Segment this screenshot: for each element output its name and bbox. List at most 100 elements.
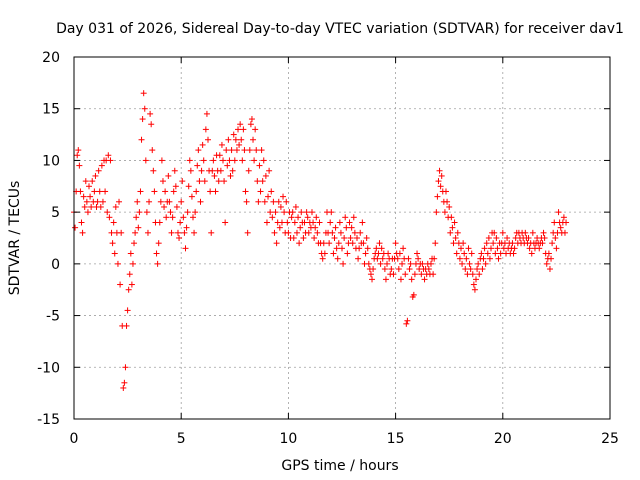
data-point [260, 157, 267, 164]
y-tick-label: 20 [42, 50, 60, 66]
data-point [273, 240, 280, 247]
data-point [110, 219, 117, 226]
data-point [233, 147, 240, 154]
data-point [289, 209, 296, 216]
data-point [135, 224, 142, 231]
data-point [312, 224, 319, 231]
data-point [510, 250, 517, 257]
data-point [257, 188, 264, 195]
data-point [131, 240, 138, 247]
data-point [540, 229, 547, 236]
data-point [339, 245, 345, 252]
data-point [179, 178, 186, 185]
data-point [146, 198, 153, 205]
data-point [528, 250, 535, 257]
data-point [427, 260, 434, 267]
data-point [557, 224, 564, 231]
data-point [331, 235, 338, 241]
data-point [256, 162, 263, 169]
data-point [189, 214, 196, 221]
data-point [197, 198, 204, 205]
data-point [415, 255, 422, 262]
data-point [362, 250, 369, 257]
data-point [465, 245, 472, 252]
data-point [333, 245, 340, 252]
data-point [185, 183, 192, 190]
data-point [511, 245, 518, 252]
data-point [434, 193, 441, 200]
data-point [336, 219, 343, 226]
data-point [201, 178, 208, 185]
data-point [162, 188, 169, 195]
data-point [222, 219, 229, 226]
data-point [418, 271, 425, 278]
data-point [188, 193, 195, 200]
data-point [304, 214, 311, 221]
data-point [404, 317, 411, 324]
data-point [227, 172, 234, 179]
data-point [245, 167, 252, 174]
data-point [288, 214, 295, 221]
data-point [405, 255, 412, 262]
data-point [133, 214, 140, 221]
data-point [545, 250, 552, 257]
data-point [178, 198, 185, 205]
data-point [462, 266, 469, 273]
plot-frame [73, 56, 611, 420]
data-point [132, 229, 139, 236]
data-point [321, 250, 328, 257]
data-point [414, 250, 421, 257]
data-point [479, 266, 486, 273]
data-point [319, 255, 326, 262]
data-point [376, 240, 383, 247]
x-tick-label: 15 [387, 431, 405, 447]
data-point [117, 281, 124, 288]
data-point [102, 188, 109, 195]
data-point [149, 147, 156, 154]
data-point [548, 255, 555, 262]
data-point [258, 147, 265, 154]
data-point [212, 188, 219, 195]
data-point [327, 219, 334, 226]
data-point [378, 245, 385, 252]
data-point [269, 214, 276, 221]
data-point [355, 255, 362, 262]
data-point [94, 198, 101, 205]
x-tick-label: 25 [601, 431, 619, 447]
data-point [431, 255, 438, 262]
data-point [81, 203, 88, 210]
data-point [375, 250, 382, 257]
data-point [236, 141, 243, 148]
data-point [300, 235, 307, 241]
data-point [79, 229, 86, 236]
data-point [107, 157, 114, 164]
data-point [456, 255, 463, 262]
data-point [469, 271, 476, 278]
data-point [491, 229, 498, 236]
data-point [441, 209, 448, 216]
data-point [191, 229, 198, 236]
data-point [328, 209, 335, 216]
data-point [314, 229, 321, 236]
data-point [348, 224, 355, 231]
chart-title: Day 031 of 2026, Sidereal Day-to-day VTE… [56, 21, 624, 37]
data-point [450, 240, 457, 247]
data-point [551, 219, 558, 226]
data-point [142, 157, 149, 164]
data-point [137, 188, 144, 195]
data-point [91, 188, 98, 195]
data-point [363, 235, 370, 241]
data-point [153, 250, 160, 257]
data-point [254, 178, 261, 185]
data-point [252, 126, 259, 133]
data-point [471, 286, 478, 293]
data-point [337, 229, 344, 236]
data-point [539, 240, 546, 247]
data-point [560, 214, 567, 221]
data-point [293, 229, 300, 236]
data-point [555, 209, 562, 216]
data-point [347, 235, 354, 241]
data-point [351, 229, 358, 236]
data-point [276, 224, 283, 231]
